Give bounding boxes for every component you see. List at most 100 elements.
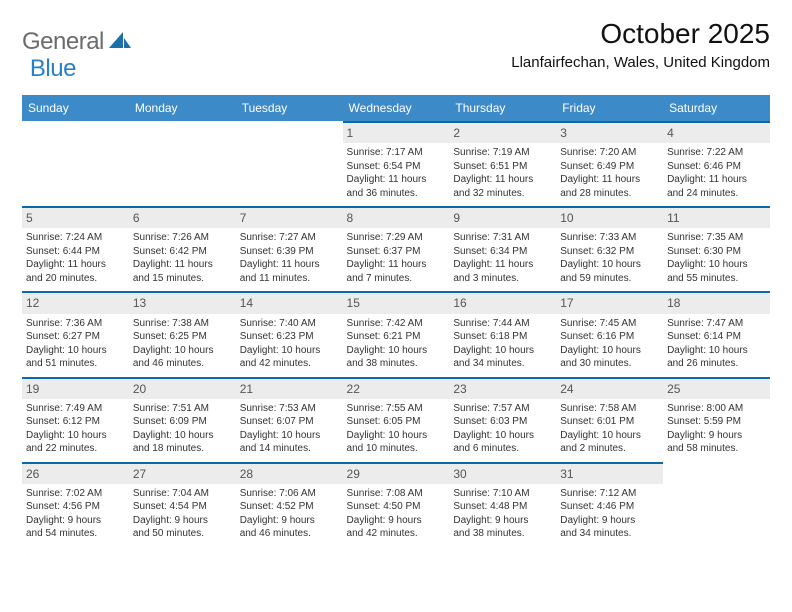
- day-number: 15: [343, 291, 450, 313]
- day-details: Sunrise: 7:12 AMSunset: 4:46 PMDaylight:…: [560, 487, 657, 541]
- day-details: Sunrise: 7:20 AMSunset: 6:49 PMDaylight:…: [560, 146, 657, 200]
- calendar-cell: 28 Sunrise: 7:06 AMSunset: 4:52 PMDayligh…: [236, 462, 343, 547]
- day-details: Sunrise: 7:40 AMSunset: 6:23 PMDaylight:…: [240, 317, 337, 371]
- day-number: 8: [343, 206, 450, 228]
- day-number: 30: [449, 462, 556, 484]
- day-details: Sunrise: 7:38 AMSunset: 6:25 PMDaylight:…: [133, 317, 230, 371]
- calendar-cell: 7 Sunrise: 7:27 AMSunset: 6:39 PMDaylight…: [236, 206, 343, 291]
- day-header: Sunday: [22, 95, 129, 121]
- calendar-cell: 18 Sunrise: 7:47 AMSunset: 6:14 PMDayligh…: [663, 291, 770, 376]
- day-details: Sunrise: 7:53 AMSunset: 6:07 PMDaylight:…: [240, 402, 337, 456]
- day-number: 20: [129, 377, 236, 399]
- day-number: 16: [449, 291, 556, 313]
- calendar-cell: [663, 462, 770, 547]
- day-details: Sunrise: 7:10 AMSunset: 4:48 PMDaylight:…: [453, 487, 550, 541]
- calendar-cell: 13Sunrise: 7:38 AMSunset: 6:25 PMDayligh…: [129, 291, 236, 376]
- calendar-cell: 30 Sunrise: 7:10 AMSunset: 4:48 PMDayligh…: [449, 462, 556, 547]
- day-details: Sunrise: 7:49 AMSunset: 6:12 PMDaylight:…: [26, 402, 123, 456]
- calendar-week: 5 Sunrise: 7:24 AMSunset: 6:44 PMDaylight…: [22, 206, 770, 291]
- logo-sail-icon: [109, 30, 131, 55]
- calendar-cell: 6 Sunrise: 7:26 AMSunset: 6:42 PMDaylight…: [129, 206, 236, 291]
- calendar-cell: 5 Sunrise: 7:24 AMSunset: 6:44 PMDaylight…: [22, 206, 129, 291]
- calendar-cell: 11 Sunrise: 7:35 AMSunset: 6:30 PMDayligh…: [663, 206, 770, 291]
- day-number: 7: [236, 206, 343, 228]
- day-number: 5: [22, 206, 129, 228]
- day-details: Sunrise: 7:35 AMSunset: 6:30 PMDaylight:…: [667, 231, 764, 285]
- calendar-cell: 10 Sunrise: 7:33 AMSunset: 6:32 PMDayligh…: [556, 206, 663, 291]
- day-number: 19: [22, 377, 129, 399]
- day-details: Sunrise: 7:57 AMSunset: 6:03 PMDaylight:…: [453, 402, 550, 456]
- logo-text-blue: Blue: [30, 55, 76, 83]
- calendar-cell: 2 Sunrise: 7:19 AMSunset: 6:51 PMDaylight…: [449, 121, 556, 206]
- calendar-cell: 8 Sunrise: 7:29 AMSunset: 6:37 PMDaylight…: [343, 206, 450, 291]
- day-header: Thursday: [449, 95, 556, 121]
- calendar-cell: 20Sunrise: 7:51 AMSunset: 6:09 PMDayligh…: [129, 377, 236, 462]
- calendar-cell: 14 Sunrise: 7:40 AMSunset: 6:23 PMDayligh…: [236, 291, 343, 376]
- day-details: Sunrise: 7:44 AMSunset: 6:18 PMDaylight:…: [453, 317, 550, 371]
- day-number: 3: [556, 121, 663, 143]
- day-details: Sunrise: 7:29 AMSunset: 6:37 PMDaylight:…: [347, 231, 444, 285]
- calendar-cell: 9 Sunrise: 7:31 AMSunset: 6:34 PMDaylight…: [449, 206, 556, 291]
- day-number: 28: [236, 462, 343, 484]
- day-details: Sunrise: 7:08 AMSunset: 4:50 PMDaylight:…: [347, 487, 444, 541]
- calendar-cell: 29 Sunrise: 7:08 AMSunset: 4:50 PMDayligh…: [343, 462, 450, 547]
- day-number: 14: [236, 291, 343, 313]
- day-details: Sunrise: 7:42 AMSunset: 6:21 PMDaylight:…: [347, 317, 444, 371]
- calendar-cell: 26 Sunrise: 7:02 AMSunset: 4:56 PMDayligh…: [22, 462, 129, 547]
- day-details: Sunrise: 8:00 AMSunset: 5:59 PMDaylight:…: [667, 402, 764, 456]
- day-number: 11: [663, 206, 770, 228]
- calendar-cell: 3 Sunrise: 7:20 AMSunset: 6:49 PMDaylight…: [556, 121, 663, 206]
- month-title: October 2025: [511, 18, 770, 50]
- calendar-cell: [129, 121, 236, 206]
- day-number: 27: [129, 462, 236, 484]
- day-number: 23: [449, 377, 556, 399]
- day-details: Sunrise: 7:45 AMSunset: 6:16 PMDaylight:…: [560, 317, 657, 371]
- day-details: Sunrise: 7:06 AMSunset: 4:52 PMDaylight:…: [240, 487, 337, 541]
- day-details: Sunrise: 7:33 AMSunset: 6:32 PMDaylight:…: [560, 231, 657, 285]
- logo: General: [22, 28, 133, 56]
- day-details: Sunrise: 7:58 AMSunset: 6:01 PMDaylight:…: [560, 402, 657, 456]
- day-details: Sunrise: 7:27 AMSunset: 6:39 PMDaylight:…: [240, 231, 337, 285]
- day-details: Sunrise: 7:24 AMSunset: 6:44 PMDaylight:…: [26, 231, 123, 285]
- day-details: Sunrise: 7:26 AMSunset: 6:42 PMDaylight:…: [133, 231, 230, 285]
- calendar-body: 1Sunrise: 7:17 AMSunset: 6:54 PMDaylight…: [22, 121, 770, 547]
- day-details: Sunrise: 7:04 AMSunset: 4:54 PMDaylight:…: [133, 487, 230, 541]
- day-number: 18: [663, 291, 770, 313]
- day-details: Sunrise: 7:47 AMSunset: 6:14 PMDaylight:…: [667, 317, 764, 371]
- calendar-cell: 1Sunrise: 7:17 AMSunset: 6:54 PMDaylight…: [343, 121, 450, 206]
- calendar-cell: 12Sunrise: 7:36 AMSunset: 6:27 PMDayligh…: [22, 291, 129, 376]
- day-number: 26: [22, 462, 129, 484]
- day-number: 22: [343, 377, 450, 399]
- calendar-head: SundayMondayTuesdayWednesdayThursdayFrid…: [22, 95, 770, 121]
- day-details: Sunrise: 7:22 AMSunset: 6:46 PMDaylight:…: [667, 146, 764, 200]
- day-number: 2: [449, 121, 556, 143]
- calendar-week: 19 Sunrise: 7:49 AMSunset: 6:12 PMDayligh…: [22, 377, 770, 462]
- day-number: 10: [556, 206, 663, 228]
- day-details: Sunrise: 7:36 AMSunset: 6:27 PMDaylight:…: [26, 317, 123, 371]
- calendar-week: 1Sunrise: 7:17 AMSunset: 6:54 PMDaylight…: [22, 121, 770, 206]
- calendar-cell: [22, 121, 129, 206]
- day-number: 29: [343, 462, 450, 484]
- calendar-week: 12Sunrise: 7:36 AMSunset: 6:27 PMDayligh…: [22, 291, 770, 376]
- day-details: Sunrise: 7:31 AMSunset: 6:34 PMDaylight:…: [453, 231, 550, 285]
- day-number: 9: [449, 206, 556, 228]
- calendar-cell: 25 Sunrise: 8:00 AMSunset: 5:59 PMDayligh…: [663, 377, 770, 462]
- calendar-cell: 22 Sunrise: 7:55 AMSunset: 6:05 PMDayligh…: [343, 377, 450, 462]
- day-details: Sunrise: 7:55 AMSunset: 6:05 PMDaylight:…: [347, 402, 444, 456]
- calendar-cell: [236, 121, 343, 206]
- calendar-table: SundayMondayTuesdayWednesdayThursdayFrid…: [22, 95, 770, 547]
- day-number: 6: [129, 206, 236, 228]
- day-header: Friday: [556, 95, 663, 121]
- calendar-cell: 19 Sunrise: 7:49 AMSunset: 6:12 PMDayligh…: [22, 377, 129, 462]
- calendar-cell: 16 Sunrise: 7:44 AMSunset: 6:18 PMDayligh…: [449, 291, 556, 376]
- day-details: Sunrise: 7:02 AMSunset: 4:56 PMDaylight:…: [26, 487, 123, 541]
- day-number: 4: [663, 121, 770, 143]
- day-number: 25: [663, 377, 770, 399]
- day-header: Wednesday: [343, 95, 450, 121]
- day-header: Saturday: [663, 95, 770, 121]
- day-number: 24: [556, 377, 663, 399]
- calendar-cell: 31Sunrise: 7:12 AMSunset: 4:46 PMDayligh…: [556, 462, 663, 547]
- location: Llanfairfechan, Wales, United Kingdom: [511, 54, 770, 71]
- day-header: Tuesday: [236, 95, 343, 121]
- day-details: Sunrise: 7:19 AMSunset: 6:51 PMDaylight:…: [453, 146, 550, 200]
